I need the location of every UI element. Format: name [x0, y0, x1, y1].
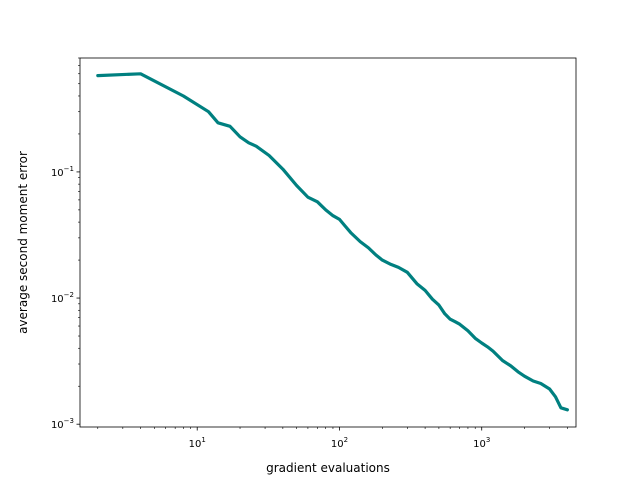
plot-frame: [79, 57, 577, 428]
x-axis-label: gradient evaluations: [266, 461, 390, 475]
plot-background: [80, 58, 576, 427]
x-tick-label: 102: [331, 436, 348, 450]
y-tick-label: 10−2: [51, 291, 74, 305]
series-line: [96, 72, 570, 412]
y-tick-label: 10−1: [51, 165, 74, 179]
y-axis-label: average second moment error: [16, 151, 30, 334]
x-tick-label: 103: [473, 436, 490, 450]
x-tick-label: 101: [189, 436, 206, 450]
y-tick-label: 10−3: [51, 417, 74, 431]
